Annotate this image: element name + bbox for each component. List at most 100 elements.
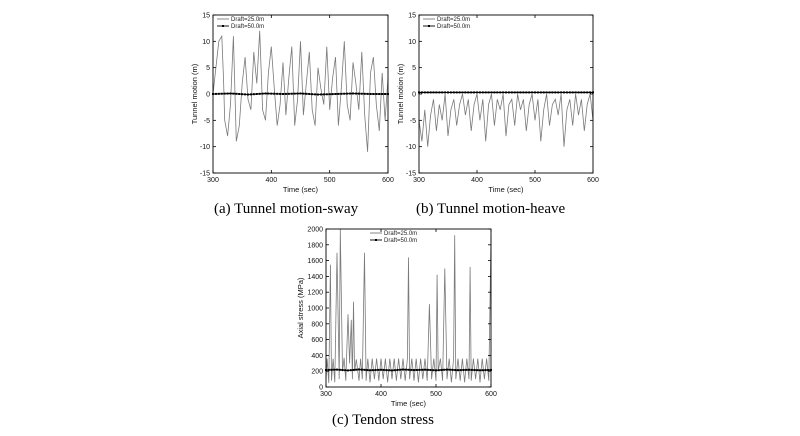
sway-legend-label-2: Draft=50.0m bbox=[231, 24, 264, 30]
tendon-series-2-marker bbox=[358, 368, 360, 371]
sway-series-2-marker bbox=[284, 92, 287, 95]
sway-series-2-marker bbox=[308, 93, 311, 95]
sway-series-2-marker bbox=[276, 92, 279, 95]
sway-series-2-marker bbox=[232, 92, 235, 95]
heave-series-2-marker bbox=[545, 91, 548, 94]
heave-series-2-marker bbox=[525, 91, 528, 94]
heave-series-2-marker bbox=[580, 91, 583, 94]
heave-series-2-marker bbox=[568, 91, 571, 94]
heave-series-2-marker bbox=[574, 91, 577, 94]
sway-series-2-marker bbox=[325, 93, 328, 96]
tendon-series-2-marker bbox=[363, 368, 366, 371]
tendon-series-2-marker bbox=[426, 368, 429, 371]
tendon-ytick-label: 0 bbox=[319, 385, 323, 392]
tendon-xtick-label: 300 bbox=[320, 391, 332, 398]
sway-series-2-marker bbox=[349, 92, 352, 95]
tendon-series-2-marker bbox=[454, 369, 457, 372]
sway-legend-label-1: Draft=25.0m bbox=[231, 17, 264, 23]
tendon-series-2-marker bbox=[465, 368, 468, 371]
sway-series-2-marker bbox=[352, 92, 354, 95]
heave-series-2-marker bbox=[452, 91, 455, 94]
sway-series-2-marker bbox=[267, 92, 270, 95]
heave-series-2-marker bbox=[481, 91, 484, 94]
sway-series-2-marker bbox=[366, 92, 369, 95]
tendon-series-2-marker bbox=[421, 368, 424, 371]
sway-series-2-marker bbox=[381, 93, 384, 95]
tendon-ytick-label: 1600 bbox=[307, 258, 323, 265]
tendon-series-2-marker bbox=[457, 369, 459, 372]
heave-series-2-marker bbox=[484, 91, 487, 94]
sway-series-2-marker bbox=[226, 92, 229, 95]
sway-series-2-marker bbox=[238, 93, 241, 95]
tendon-series-2-marker bbox=[429, 369, 432, 372]
sway-ytick-label: -10 bbox=[200, 144, 210, 151]
sway-xtick-label: 300 bbox=[207, 177, 219, 184]
heave-series-2-marker bbox=[528, 91, 531, 94]
heave-series-2-marker bbox=[589, 91, 592, 94]
heave-series-2-marker bbox=[577, 91, 580, 94]
heave-series-2-marker bbox=[539, 91, 542, 94]
sway-series-2-marker bbox=[311, 93, 314, 96]
tendon-xtick-label: 400 bbox=[375, 391, 387, 398]
sway-series-2-marker bbox=[252, 93, 255, 96]
tendon-series-2-marker bbox=[446, 368, 448, 371]
sway-series-2-marker bbox=[258, 92, 261, 95]
sway-series-2-marker bbox=[244, 93, 247, 96]
heave-x-axis-label: Time (sec) bbox=[488, 185, 524, 194]
sway-x-axis-label: Time (sec) bbox=[283, 185, 319, 194]
tendon-series-2-marker bbox=[391, 369, 393, 372]
tendon-series-2-marker bbox=[355, 368, 358, 371]
sway-series-2-marker bbox=[363, 92, 366, 95]
sway-series-2-marker bbox=[249, 93, 252, 96]
sway-series-2-marker bbox=[261, 92, 264, 95]
heave-series-2-marker bbox=[560, 91, 563, 94]
tendon-series-2-marker bbox=[468, 368, 470, 371]
tendon-series-2-marker bbox=[371, 369, 374, 372]
heave-ytick-label: -10 bbox=[406, 144, 416, 151]
heave-series-2-marker bbox=[476, 91, 478, 94]
heave-series-2-marker bbox=[507, 91, 510, 94]
heave-xtick-label: 600 bbox=[587, 177, 599, 184]
heave-ytick-label: 10 bbox=[408, 39, 416, 46]
heave-series-2-marker bbox=[510, 91, 513, 94]
heave-xtick-label: 300 bbox=[413, 177, 425, 184]
tendon-ytick-label: 400 bbox=[311, 353, 323, 360]
heave-series-2-marker bbox=[435, 91, 438, 94]
tendon-series-2-marker bbox=[437, 369, 440, 372]
sway-series-2-marker bbox=[235, 92, 238, 95]
heave-series-2-marker bbox=[563, 91, 565, 94]
tendon-xtick-label: 600 bbox=[485, 391, 497, 398]
tendon-series-2-marker bbox=[388, 369, 391, 372]
tendon-series-2-marker bbox=[344, 369, 347, 372]
sway-series-2-marker bbox=[229, 92, 232, 95]
tendon-series-2-marker bbox=[443, 368, 446, 371]
heave-series-2-marker bbox=[565, 91, 568, 94]
heave-ytick-label: -5 bbox=[410, 118, 416, 125]
tendon-series-2-marker bbox=[448, 368, 451, 371]
tendon-series-2-marker bbox=[470, 368, 473, 371]
heave-series-2-marker bbox=[441, 91, 444, 94]
heave-series-2-marker bbox=[464, 91, 467, 94]
heave-series-2-marker bbox=[531, 91, 534, 94]
heave-series-2-marker bbox=[516, 91, 519, 94]
tendon-xtick-label: 500 bbox=[430, 391, 442, 398]
caption-heave: (b) Tunnel motion-heave bbox=[416, 201, 566, 217]
heave-series-2-marker bbox=[551, 91, 554, 94]
tendon-series-2-marker bbox=[352, 368, 355, 371]
sway-series-2-marker bbox=[375, 93, 378, 95]
heave-series-2-marker bbox=[583, 91, 586, 94]
heave-legend-label-2: Draft=50.0m bbox=[437, 24, 470, 30]
tendon-legend-label-2: Draft=50.0m bbox=[384, 238, 417, 244]
sway-ytick-label: -15 bbox=[200, 171, 210, 178]
heave-series-2-marker bbox=[478, 91, 481, 94]
heave-series-2-marker bbox=[499, 91, 502, 94]
tendon-series-2-marker bbox=[418, 368, 421, 371]
sway-legend-marker-2 bbox=[222, 25, 224, 27]
heave-series-2-marker bbox=[487, 91, 490, 94]
tendon-series-2-marker bbox=[385, 369, 388, 372]
tendon-x-axis-label: Time (sec) bbox=[391, 399, 427, 408]
tendon-series-2-marker bbox=[424, 368, 426, 371]
sway-series-2-marker bbox=[343, 92, 346, 95]
tendon-series-2-marker bbox=[333, 368, 336, 371]
tendon-series-2-marker bbox=[402, 368, 404, 371]
